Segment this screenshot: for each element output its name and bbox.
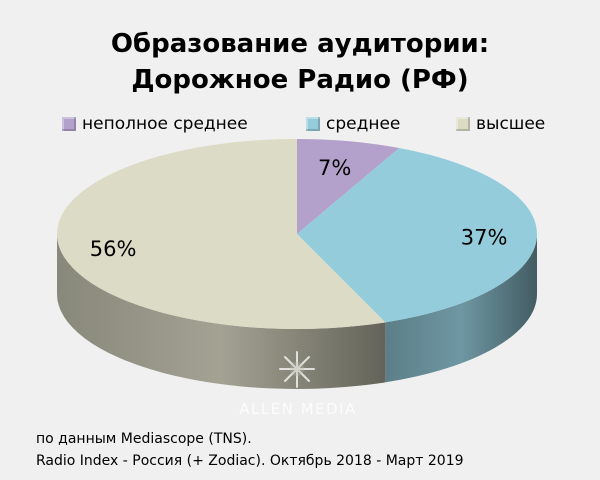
legend-item-higher: высшее (456, 114, 545, 134)
chart-title-line-1: Образование аудитории: (110, 29, 490, 59)
legend-item-secondary: среднее (306, 114, 400, 134)
legend-label-incomplete-secondary: неполное среднее (82, 114, 248, 134)
pie-side-higher (57, 234, 386, 390)
legend-swatch-higher (456, 117, 470, 131)
watermark-star-center (290, 362, 304, 376)
chart-legend: неполное среднее среднее высшее (0, 114, 600, 134)
legend-label-higher: высшее (476, 114, 546, 134)
legend-swatch-secondary (306, 117, 320, 131)
pie-side-secondary (385, 234, 537, 383)
legend-label-secondary: среднее (326, 114, 401, 134)
pie-slice-higher (57, 139, 386, 329)
data-label-secondary: 37% (461, 225, 508, 249)
chart-title-line-2: Дорожное Радио (РФ) (131, 65, 469, 95)
legend-item-incomplete-secondary: неполное среднее (62, 114, 248, 134)
pie-slice-incomplete-secondary (297, 139, 400, 234)
source-note: по данным Mediascope (TNS). Radio Index … (36, 428, 464, 472)
watermark-logo: ALLEN MEDIA (239, 351, 357, 418)
data-label-incomplete-secondary: 7% (318, 156, 351, 180)
pie-data-labels: 7% 37% 56% (90, 156, 508, 261)
source-line-2: Radio Index - Россия (+ Zodiac). Октябрь… (36, 453, 464, 469)
pie-top-faces (57, 139, 537, 329)
watermark-star-icon (279, 351, 315, 388)
legend-swatch-incomplete-secondary (62, 117, 76, 131)
pie-side-walls (57, 234, 537, 390)
pie-slice-secondary (297, 148, 537, 323)
chart-title: Образование аудитории: Дорожное Радио (Р… (0, 26, 600, 98)
source-line-1: по данным Mediascope (TNS). (36, 431, 252, 447)
data-label-higher: 56% (90, 237, 137, 261)
watermark-text: ALLEN MEDIA (239, 400, 357, 418)
